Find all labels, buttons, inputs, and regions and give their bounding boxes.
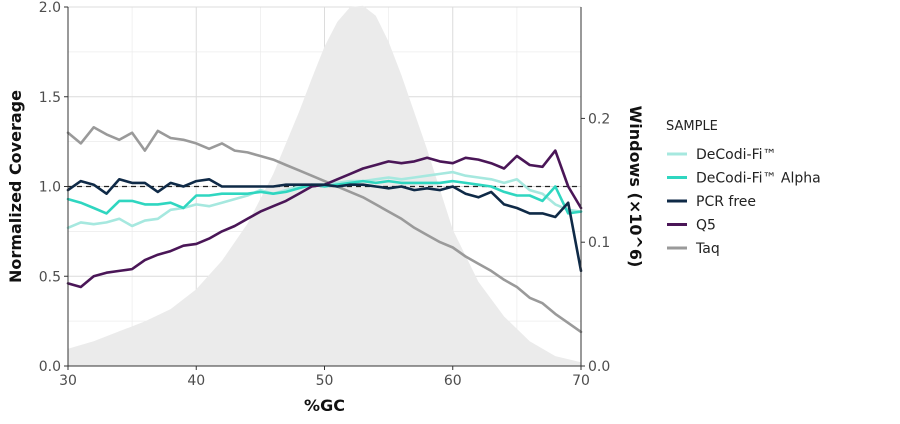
y2-tick-label: 0.0 <box>588 359 610 375</box>
axes <box>64 6 585 370</box>
tick-labels: 30 40 50 60 700.00.51.01.52.00.00.10.2 <box>39 0 611 389</box>
y2-axis-title: Windows (×10^6) <box>626 106 645 268</box>
y2-tick-label: 0.1 <box>588 235 610 251</box>
x-tick-label: 50 <box>316 373 334 389</box>
legend-label-decodi-fi: DeCodi-Fi™ <box>696 147 777 163</box>
y-tick-label: 0.5 <box>39 269 61 285</box>
y-tick-label: 2.0 <box>39 0 61 16</box>
legend-label-decodi-fi-alpha: DeCodi-Fi™ Alpha <box>696 171 821 187</box>
x-tick-label: 60 <box>444 373 462 389</box>
legend-label-taq: Taq <box>695 241 720 257</box>
y-axis-title: Normalized Coverage <box>6 90 25 283</box>
x-tick-label: 40 <box>187 373 205 389</box>
legend: SAMPLE DeCodi-Fi™ DeCodi-Fi™ Alpha PCR fre… <box>666 119 821 257</box>
legend-title: SAMPLE <box>666 119 718 134</box>
x-tick-label: 30 <box>59 373 77 389</box>
axis-titles: %GC Normalized Coverage Windows (×10^6) <box>6 90 645 415</box>
x-axis-title: %GC <box>304 396 345 415</box>
y-tick-label: 1.0 <box>39 180 61 196</box>
series-line-taq <box>66 126 583 334</box>
x-tick-label: 70 <box>572 373 590 389</box>
legend-label-q5: Q5 <box>696 218 716 234</box>
y-tick-label: 1.5 <box>39 90 61 106</box>
y2-tick-label: 0.2 <box>588 111 610 127</box>
y-tick-label: 0.0 <box>39 359 61 375</box>
series-lines <box>66 126 583 334</box>
legend-label-pcr-free: PCR free <box>696 194 756 210</box>
series-line-pcr-free <box>66 178 583 273</box>
series-line-decodi-fi-alpha <box>66 179 583 215</box>
